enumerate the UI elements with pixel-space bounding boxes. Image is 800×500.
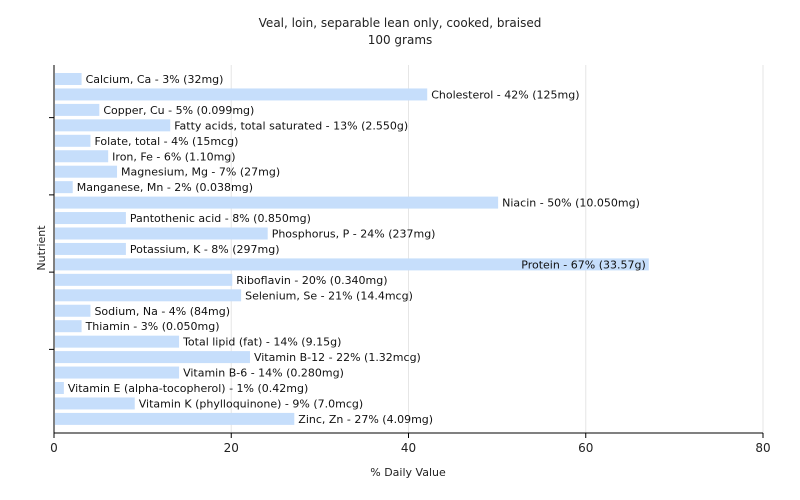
chart-subtitle: 100 grams — [368, 33, 433, 47]
chart-title: Veal, loin, separable lean only, cooked,… — [259, 16, 542, 30]
x-tick-label-0: 0 — [50, 441, 58, 455]
x-tick-label-20: 20 — [224, 441, 239, 455]
bar-14 — [55, 289, 242, 302]
bar-label-19: Vitamin B-6 - 14% (0.280mg) — [183, 367, 344, 380]
bar-label-20: Vitamin E (alpha-tocopherol) - 1% (0.42m… — [68, 382, 308, 395]
y-axis-label: Nutrient — [35, 225, 48, 271]
bar-16 — [55, 320, 82, 333]
bars — [55, 73, 649, 425]
bar-7 — [55, 181, 73, 194]
bar-6 — [55, 165, 118, 178]
bar-20 — [55, 382, 64, 394]
bar-label-14: Selenium, Se - 21% (14.4mcg) — [245, 289, 413, 302]
bar-18 — [55, 351, 250, 364]
bar-label-11: Potassium, K - 8% (297mg) — [130, 243, 280, 256]
grid-lines — [230, 65, 764, 433]
bar-label-18: Vitamin B-12 - 22% (1.32mcg) — [254, 351, 421, 364]
bar-0 — [55, 73, 82, 85]
bar-11 — [55, 242, 126, 255]
x-tick-label-60: 60 — [578, 441, 593, 455]
x-axis-label: % Daily Value — [370, 466, 446, 479]
bar-label-21: Vitamin K (phylloquinone) - 9% (7.0mcg) — [139, 397, 363, 410]
x-tick-label-40: 40 — [401, 441, 416, 455]
bar-21 — [55, 397, 135, 410]
bar-1 — [55, 88, 428, 101]
bar-10 — [55, 227, 268, 240]
bar-label-15: Sodium, Na - 4% (84mg) — [94, 305, 230, 318]
bar-8 — [55, 196, 499, 209]
bar-9 — [55, 212, 126, 225]
bar-label-16: Thiamin - 3% (0.050mg) — [85, 320, 220, 333]
bar-label-9: Pantothenic acid - 8% (0.850mg) — [130, 212, 311, 225]
bar-labels: Calcium, Ca - 3% (32mg) Cholesterol - 42%… — [68, 73, 646, 426]
bar-label-8: Niacin - 50% (10.050mg) — [502, 197, 640, 210]
bar-label-12: Protein - 67% (33.57g) — [521, 258, 646, 271]
bar-22 — [55, 412, 295, 425]
bar-13 — [55, 273, 233, 286]
bar-label-2: Copper, Cu - 5% (0.099mg) — [103, 104, 254, 117]
bar-4 — [55, 134, 91, 147]
bar-label-7: Manganese, Mn - 2% (0.038mg) — [77, 181, 253, 194]
bar-label-3: Fatty acids, total saturated - 13% (2.55… — [174, 119, 408, 132]
bar-17 — [55, 335, 180, 348]
bar-label-4: Folate, total - 4% (15mcg) — [94, 135, 238, 148]
bar-label-17: Total lipid (fat) - 14% (9.15g) — [182, 336, 341, 349]
bar-2 — [55, 103, 100, 116]
bar-label-6: Magnesium, Mg - 7% (27mg) — [121, 166, 280, 179]
bar-15 — [55, 304, 91, 317]
x-ticks: 0 20 40 60 80 — [50, 433, 771, 455]
bar-19 — [55, 366, 180, 379]
bar-5 — [55, 150, 109, 163]
bar-label-1: Cholesterol - 42% (125mg) — [431, 88, 579, 101]
bar-label-13: Riboflavin - 20% (0.340mg) — [236, 274, 387, 287]
x-tick-label-80: 80 — [755, 441, 770, 455]
bar-label-5: Iron, Fe - 6% (1.10mg) — [112, 150, 235, 163]
bar-label-10: Phosphorus, P - 24% (237mg) — [272, 228, 436, 241]
bar-3 — [55, 119, 171, 132]
bar-label-22: Zinc, Zn - 27% (4.09mg) — [298, 413, 433, 426]
bar-label-0: Calcium, Ca - 3% (32mg) — [86, 73, 224, 86]
bar-12 — [55, 258, 649, 271]
